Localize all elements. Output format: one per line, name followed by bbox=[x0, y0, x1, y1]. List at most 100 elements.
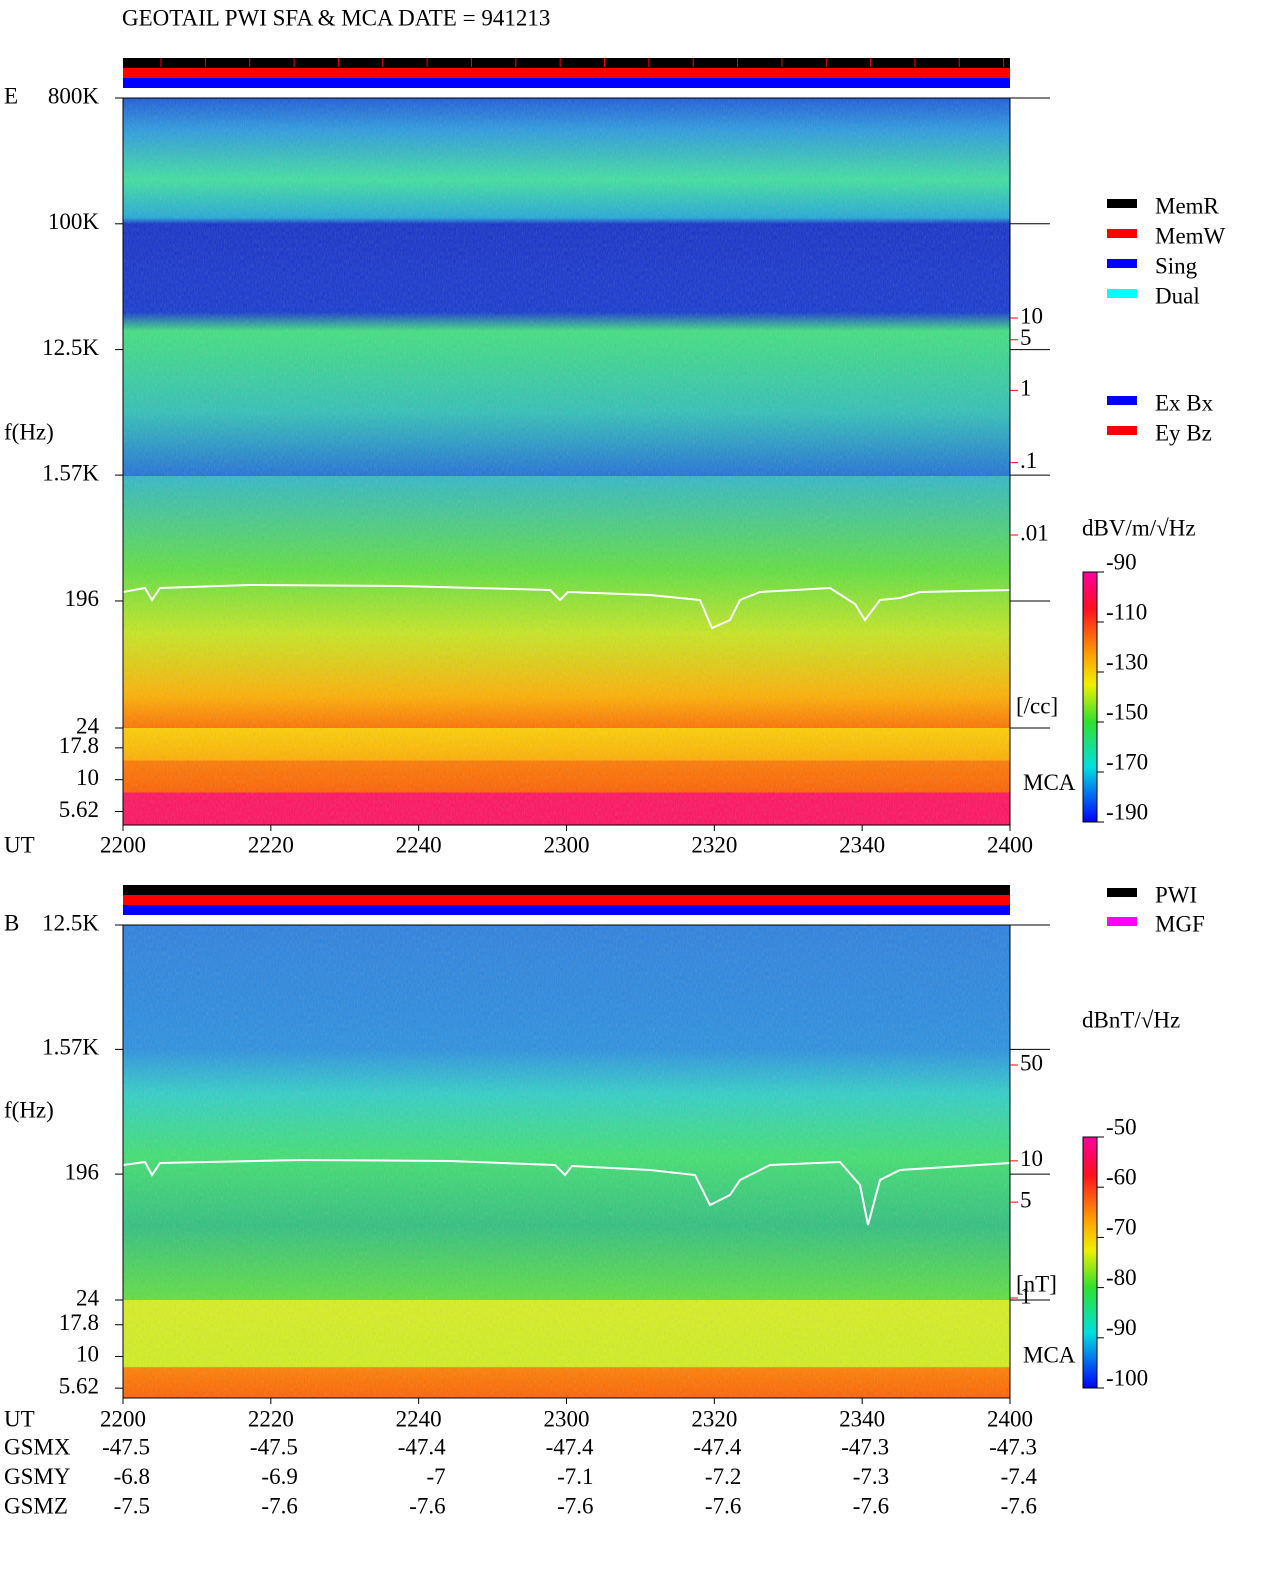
colorbar-tick-label: -60 bbox=[1106, 1164, 1137, 1189]
legend-swatch bbox=[1107, 229, 1137, 238]
y-tick-label: 12.5K bbox=[42, 910, 99, 935]
y-tick-label: 196 bbox=[65, 586, 100, 611]
x-tick-label: 2240 bbox=[396, 832, 442, 857]
orbit-value: -7.6 bbox=[705, 1493, 741, 1518]
colorbar-tick-label: -100 bbox=[1106, 1365, 1148, 1390]
y-tick-label: 12.5K bbox=[42, 335, 99, 360]
x-tick-label: 2300 bbox=[544, 832, 590, 857]
legend-swatch bbox=[1107, 396, 1137, 405]
orbit-value: -7.2 bbox=[705, 1464, 741, 1489]
right-tick-label: 10 bbox=[1020, 303, 1043, 328]
y-axis-title: f(Hz) bbox=[4, 419, 54, 444]
orbit-label: GSMX bbox=[4, 1434, 71, 1459]
mca-tick-label: 10 bbox=[76, 1342, 99, 1367]
y-tick-label: 1.57K bbox=[42, 460, 99, 485]
legend-swatch bbox=[1107, 888, 1137, 897]
right-tick-label: 1 bbox=[1020, 376, 1032, 401]
orbit-value: -7.5 bbox=[114, 1493, 150, 1518]
colorbar-tick-label: -80 bbox=[1106, 1265, 1137, 1290]
orbit-value: -47.5 bbox=[250, 1434, 298, 1459]
right-tick-label: 1 bbox=[1020, 1283, 1032, 1308]
status-bar bbox=[123, 68, 1010, 78]
mca-label: MCA bbox=[1023, 770, 1076, 795]
legend-swatch bbox=[1107, 259, 1137, 268]
legend-label: MemW bbox=[1155, 223, 1226, 248]
x-tick-label: 2220 bbox=[248, 1406, 294, 1431]
legend-label: PWI bbox=[1155, 882, 1197, 907]
x-tick-label: 2200 bbox=[100, 832, 146, 857]
legend-label: MemR bbox=[1155, 193, 1220, 218]
legend-swatch bbox=[1107, 426, 1137, 435]
mca-label: MCA bbox=[1023, 1342, 1076, 1367]
colorbar-tick-label: -90 bbox=[1106, 549, 1137, 574]
colorbar-tick-label: -50 bbox=[1106, 1114, 1137, 1139]
colorbar-tick-label: -190 bbox=[1106, 799, 1148, 824]
y-tick-label: 196 bbox=[65, 1159, 100, 1184]
status-bar bbox=[123, 78, 1010, 88]
legend-label: Dual bbox=[1155, 283, 1200, 308]
legend-label: MGF bbox=[1155, 911, 1205, 936]
y-tick-label: 24 bbox=[76, 1285, 100, 1310]
orbit-value: -47.5 bbox=[102, 1434, 150, 1459]
mca-tick-label: 5.62 bbox=[59, 1373, 99, 1398]
x-axis-title: UT bbox=[4, 832, 35, 857]
orbit-value: -7.6 bbox=[409, 1493, 445, 1518]
orbit-value: -6.9 bbox=[261, 1464, 297, 1489]
orbit-value: -47.4 bbox=[693, 1434, 741, 1459]
orbit-value: -6.8 bbox=[114, 1464, 150, 1489]
colorbar-tick-label: -70 bbox=[1106, 1215, 1137, 1240]
x-tick-label: 2340 bbox=[839, 832, 885, 857]
x-axis-title: UT bbox=[4, 1406, 35, 1431]
x-tick-label: 2320 bbox=[691, 1406, 737, 1431]
mca-tick-label: 17.8 bbox=[59, 733, 99, 758]
status-bar bbox=[123, 58, 1010, 68]
colorbar-tick-label: -90 bbox=[1106, 1315, 1137, 1340]
orbit-value: -7.1 bbox=[557, 1464, 593, 1489]
legend-swatch bbox=[1107, 917, 1137, 926]
right-tick-label: 50 bbox=[1020, 1050, 1043, 1075]
x-tick-label: 2400 bbox=[987, 1406, 1033, 1431]
orbit-value: -7.4 bbox=[1001, 1464, 1038, 1489]
mca-tick-label: 17.8 bbox=[59, 1310, 99, 1335]
mca-tick-label: 10 bbox=[76, 765, 99, 790]
orbit-value: -47.3 bbox=[989, 1434, 1037, 1459]
right-tick-label: .1 bbox=[1020, 448, 1037, 473]
status-bar bbox=[123, 905, 1010, 915]
right-axis-label: [nT] bbox=[1016, 1271, 1057, 1296]
status-bar bbox=[123, 895, 1010, 905]
x-tick-label: 2320 bbox=[691, 832, 737, 857]
colorbar bbox=[1082, 1136, 1098, 1389]
component-label: B bbox=[4, 910, 19, 935]
orbit-label: GSMZ bbox=[4, 1493, 68, 1518]
colorbar bbox=[1082, 571, 1098, 823]
y-tick-label: 1.57K bbox=[42, 1035, 99, 1060]
title: GEOTAIL PWI SFA & MCA DATE = 941213 bbox=[122, 5, 550, 30]
legend-label: Sing bbox=[1155, 253, 1198, 278]
right-axis-label: [/cc] bbox=[1016, 693, 1058, 718]
right-tick-label: 10 bbox=[1020, 1146, 1043, 1171]
orbit-value: -7.6 bbox=[1001, 1493, 1037, 1518]
colorbar-tick-label: -170 bbox=[1106, 749, 1148, 774]
plasma-line bbox=[122, 583, 1011, 630]
orbit-value: -47.4 bbox=[398, 1434, 446, 1459]
noise bbox=[123, 98, 1010, 825]
colorbar-tick-label: -130 bbox=[1106, 649, 1148, 674]
right-tick-label: 5 bbox=[1020, 1187, 1032, 1212]
right-tick-label: 5 bbox=[1020, 325, 1032, 350]
x-tick-label: 2240 bbox=[396, 1406, 442, 1431]
spectrogram-image bbox=[122, 98, 1011, 1398]
orbit-value: -7.6 bbox=[261, 1493, 297, 1518]
orbit-value: -7.3 bbox=[853, 1464, 889, 1489]
x-tick-label: 2340 bbox=[839, 1406, 885, 1431]
right-tick-label: .01 bbox=[1020, 520, 1049, 545]
orbit-label: GSMY bbox=[4, 1464, 71, 1489]
orbit-value: -47.3 bbox=[841, 1434, 889, 1459]
status-bar bbox=[123, 885, 1010, 895]
x-tick-label: 2400 bbox=[987, 832, 1033, 857]
orbit-value: -7.6 bbox=[557, 1493, 593, 1518]
colorbar-tick-label: -110 bbox=[1106, 599, 1147, 624]
x-tick-label: 2220 bbox=[248, 832, 294, 857]
legend-label: Ex Bx bbox=[1155, 390, 1214, 415]
